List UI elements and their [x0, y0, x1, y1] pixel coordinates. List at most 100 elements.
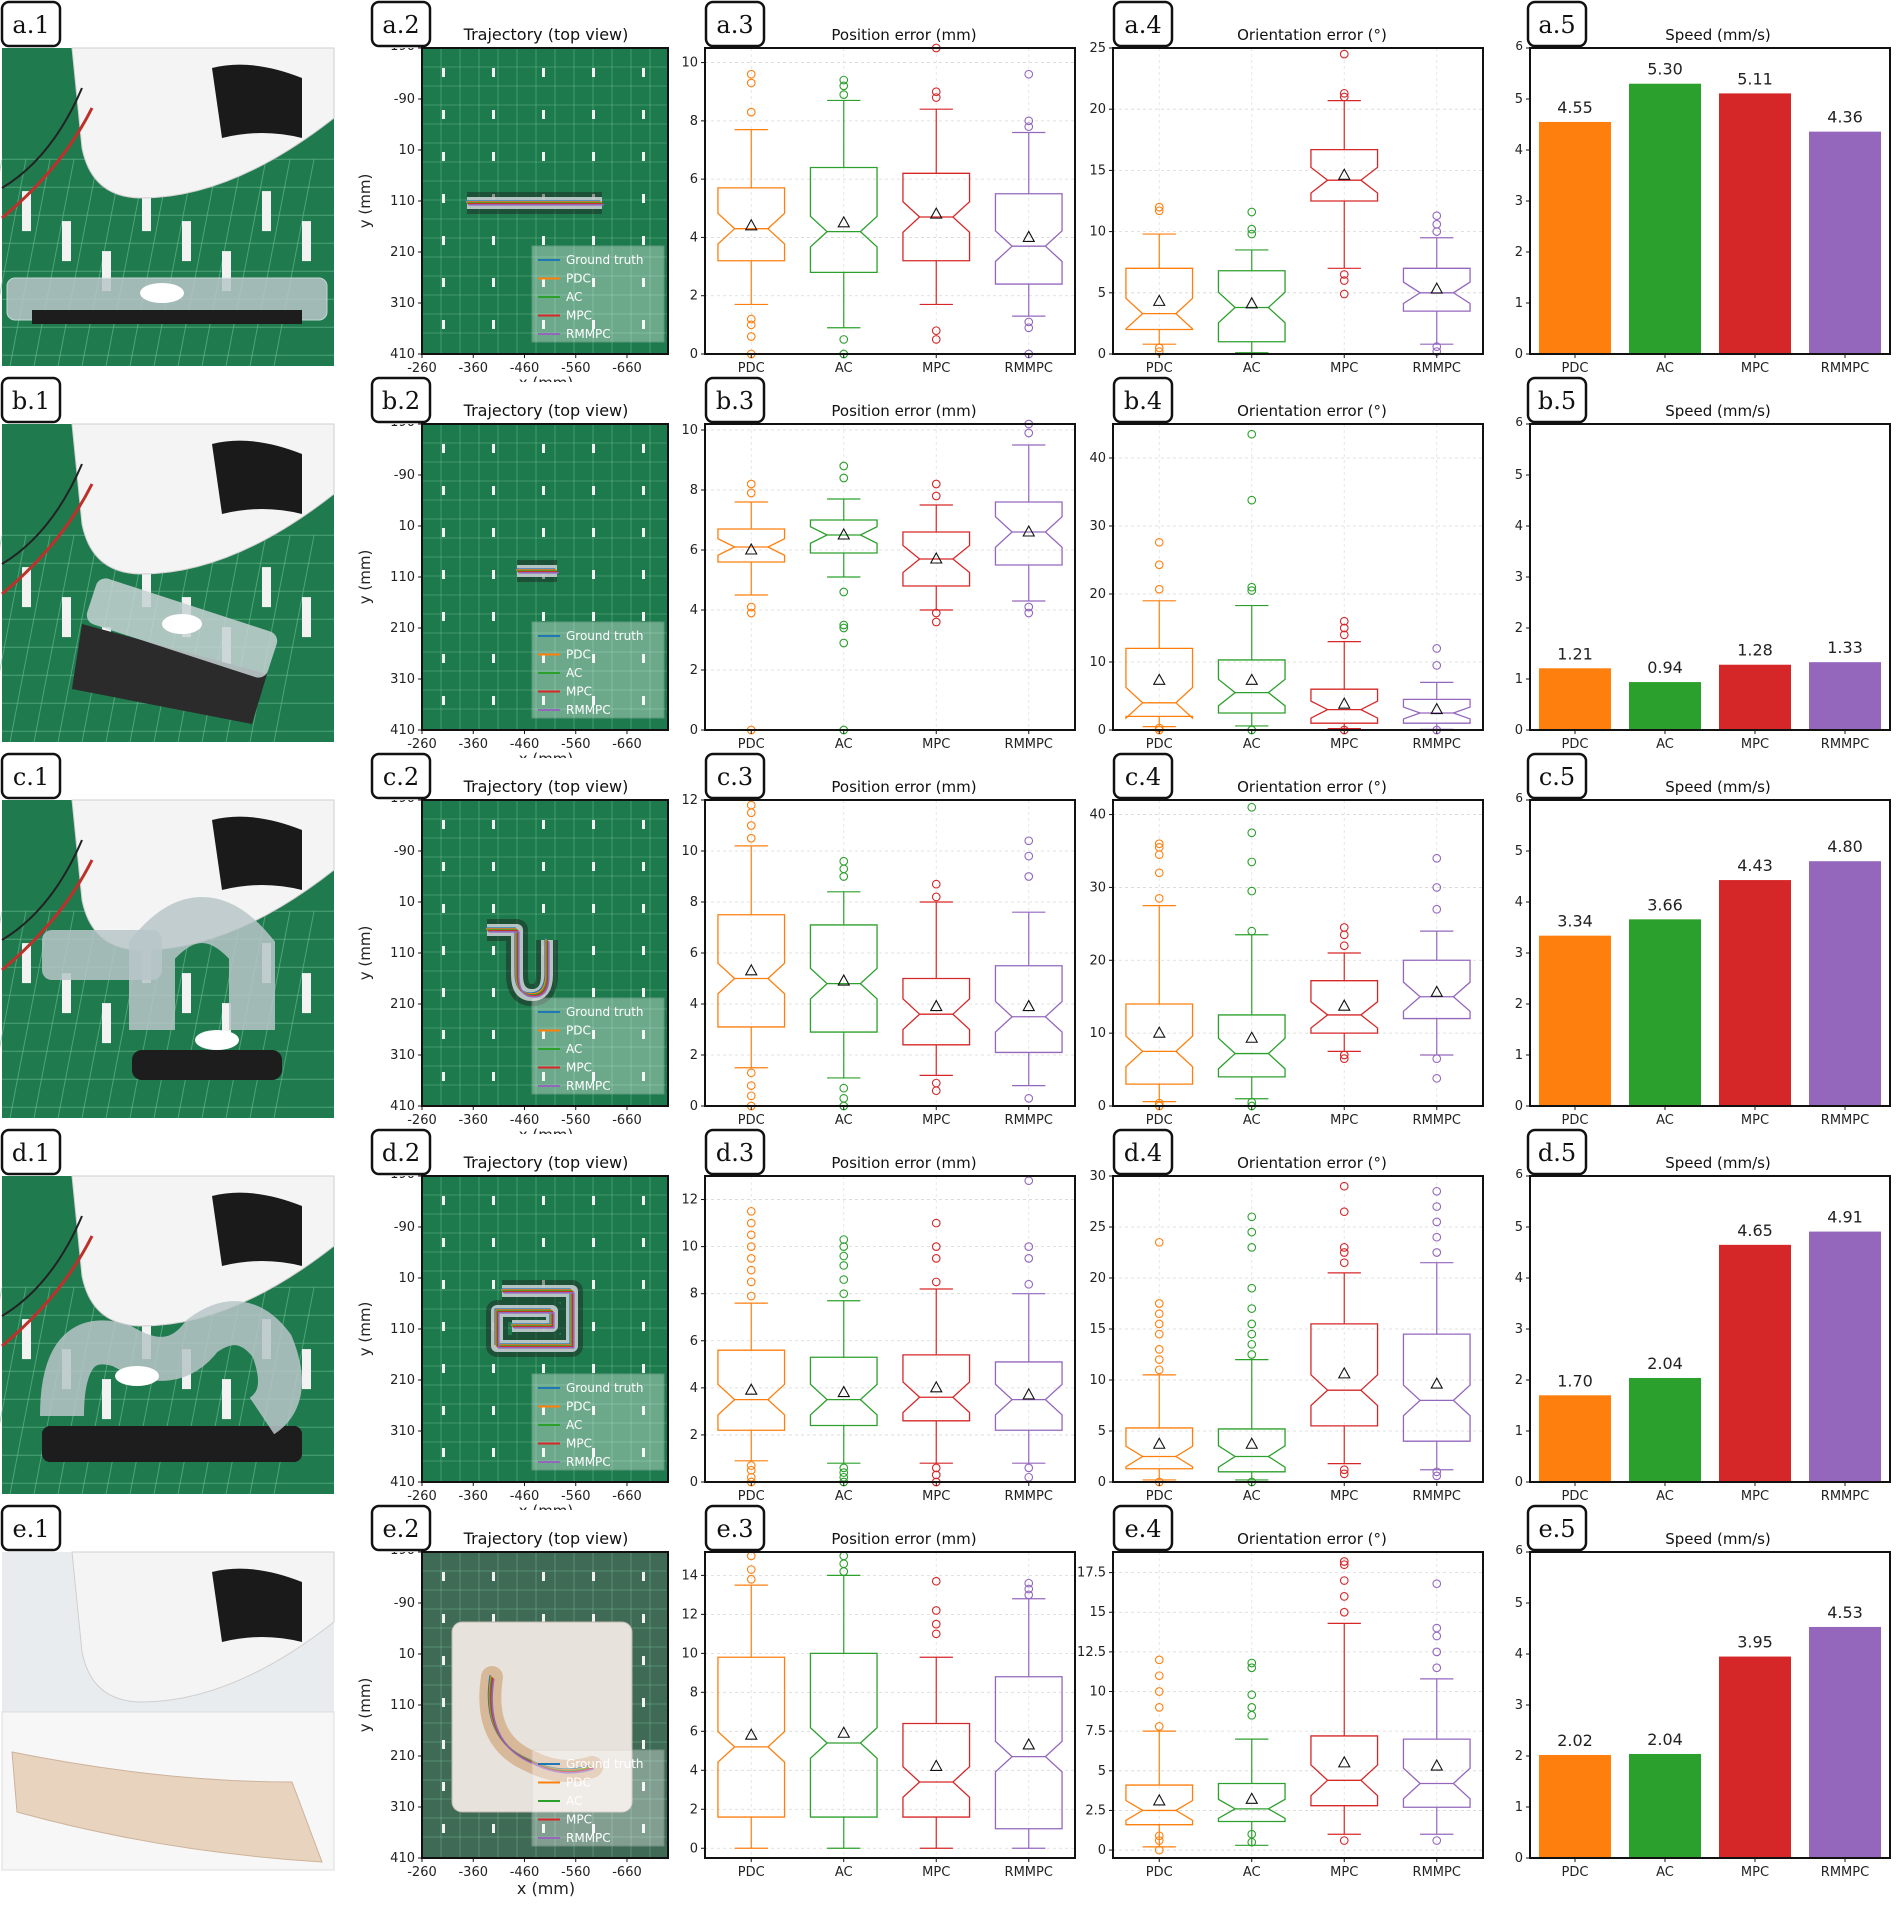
plot-title: Position error (mm) [831, 1154, 976, 1172]
outlier-point [746, 1206, 756, 1216]
x-tick-label: PDC [1562, 1865, 1589, 1880]
legend-label: PDC [566, 1776, 591, 1790]
outlier-point [1339, 1607, 1349, 1617]
cable [1, 839, 83, 941]
box-body [1310, 980, 1379, 1034]
y-tick-label: 0 [1515, 1475, 1523, 1490]
panel-label-box [1112, 752, 1174, 800]
mean-marker [1022, 524, 1036, 537]
y-tick-label: 6 [1515, 791, 1523, 805]
y-tick-label: 110 [390, 946, 415, 961]
outlier-point [746, 821, 756, 830]
y-tick-label: -190 [385, 1543, 415, 1558]
peg [592, 904, 595, 913]
outlier-point [839, 623, 849, 633]
tissue [11, 1751, 323, 1863]
box-ac [809, 1551, 878, 1849]
box-pdc [1125, 1237, 1194, 1487]
y-tick-label: -190 [385, 39, 415, 54]
y-tick-label: 8 [690, 1685, 698, 1700]
peg [642, 820, 645, 829]
bar-value-label: 4.91 [1827, 1208, 1863, 1227]
box-body [1402, 267, 1471, 312]
panel-label-box [1526, 752, 1588, 800]
y-tick-label: 14 [681, 1568, 698, 1583]
mean-marker [1337, 168, 1351, 180]
peg [642, 1238, 645, 1247]
mat-gridline [225, 159, 267, 367]
y-tick-label: 10 [398, 895, 415, 910]
outlier-point [1154, 1845, 1164, 1855]
outlier-point [1432, 661, 1442, 670]
bar-mpc [1719, 664, 1791, 730]
y-tick-label: 2 [1515, 621, 1523, 636]
box-body [994, 501, 1063, 566]
outlier-point [839, 620, 849, 630]
box-body [1217, 1428, 1286, 1473]
peg [592, 444, 595, 453]
peg [592, 278, 595, 287]
y-tick-label: 5 [1098, 286, 1106, 301]
peg [302, 221, 311, 262]
y-tick-label: 20 [1089, 587, 1106, 602]
y-tick-label: 2 [690, 663, 698, 678]
mean-marker [837, 527, 851, 540]
box-rmmpc [994, 69, 1063, 359]
x-tick-label: MPC [1330, 1865, 1358, 1880]
y-tick-label: 4 [1515, 895, 1523, 910]
outlier-point [931, 1576, 941, 1586]
outlier-point [1154, 839, 1164, 849]
y-tick-label: 0 [1098, 1099, 1106, 1114]
capsule [140, 283, 184, 303]
peg [142, 567, 151, 608]
outlier-point [931, 1629, 941, 1639]
box-pdc [1125, 839, 1194, 1111]
y-tick-label: 4 [1515, 1647, 1523, 1662]
outlier-point [1154, 1836, 1164, 1845]
box-body [902, 172, 971, 262]
y-tick-label: 10 [1089, 1026, 1106, 1041]
x-tick-label: RMMPC [1413, 1865, 1461, 1880]
outlier-point [1339, 1465, 1349, 1475]
box-pdc [717, 69, 786, 359]
outlier-point [1154, 1319, 1164, 1329]
peg [492, 654, 495, 663]
legend-label: Ground truth [566, 1757, 644, 1771]
peg [642, 862, 645, 871]
axes-frame [1529, 1551, 1891, 1859]
peg [642, 194, 645, 203]
barchart-d.5: 0 1 2 3 4 5 6 1.70 PDC 2.04 AC 4.65 MPC 4.91 RMMPC Spee… [1515, 1154, 1891, 1504]
mean-marker [837, 1726, 851, 1738]
box-body [1125, 647, 1194, 720]
x-tick-label: AC [1656, 1865, 1674, 1880]
plot-title: Speed (mm/s) [1665, 402, 1771, 420]
robot-joint [212, 64, 302, 138]
peg [642, 696, 645, 705]
peg [642, 1740, 645, 1749]
box-body [1402, 1333, 1471, 1442]
outlier-point [1024, 116, 1034, 126]
legend-label: Ground truth [566, 1381, 644, 1395]
bar-ac [1629, 83, 1701, 354]
x-axis-label: x (mm) [519, 1126, 574, 1144]
peg [492, 1614, 495, 1623]
boxplot-c.3: 0 2 4 6 8 10 12 PDC AC MPC RMMPC Position error (mm… [681, 778, 1076, 1128]
panel-label: b.1 [0, 376, 62, 424]
bar-rmmpc [1809, 861, 1881, 1106]
y-tick-label: 4 [690, 1763, 698, 1778]
panel-label: b.5 [1526, 376, 1588, 424]
box-body [1125, 1784, 1194, 1826]
outlier-point [1432, 219, 1442, 229]
outlier-point [1024, 428, 1034, 438]
cable [1, 483, 94, 596]
outlier-point [1339, 92, 1349, 102]
bar-value-label: 5.11 [1737, 69, 1773, 88]
panel-label: e.4 [1112, 1504, 1174, 1552]
y-axis-label: y (mm) [356, 926, 374, 981]
mean-marker [1022, 999, 1036, 1012]
mat-gridline [9, 1287, 51, 1495]
x-tick-label: -460 [510, 1865, 540, 1880]
peg [592, 528, 595, 537]
y-tick-label: 410 [390, 723, 415, 738]
box-body [1402, 959, 1471, 1020]
